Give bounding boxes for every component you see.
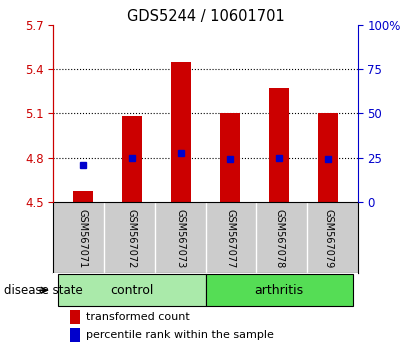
Text: disease state: disease state <box>4 284 83 297</box>
Bar <box>58 274 206 306</box>
Text: arthritis: arthritis <box>254 284 304 297</box>
Text: percentile rank within the sample: percentile rank within the sample <box>86 330 274 341</box>
Text: control: control <box>110 284 154 297</box>
Bar <box>73 192 92 202</box>
Text: transformed count: transformed count <box>86 312 190 322</box>
Bar <box>206 274 353 306</box>
Bar <box>269 88 289 202</box>
Title: GDS5244 / 10601701: GDS5244 / 10601701 <box>127 8 284 24</box>
Bar <box>171 62 191 202</box>
Bar <box>122 116 142 202</box>
Text: GSM567079: GSM567079 <box>323 209 333 268</box>
Text: GSM567071: GSM567071 <box>78 209 88 268</box>
Text: GSM567077: GSM567077 <box>225 209 235 268</box>
Text: GSM567073: GSM567073 <box>176 209 186 268</box>
Text: GSM567072: GSM567072 <box>127 209 137 268</box>
Bar <box>319 113 338 202</box>
Text: GSM567078: GSM567078 <box>274 209 284 268</box>
Bar <box>220 113 240 202</box>
